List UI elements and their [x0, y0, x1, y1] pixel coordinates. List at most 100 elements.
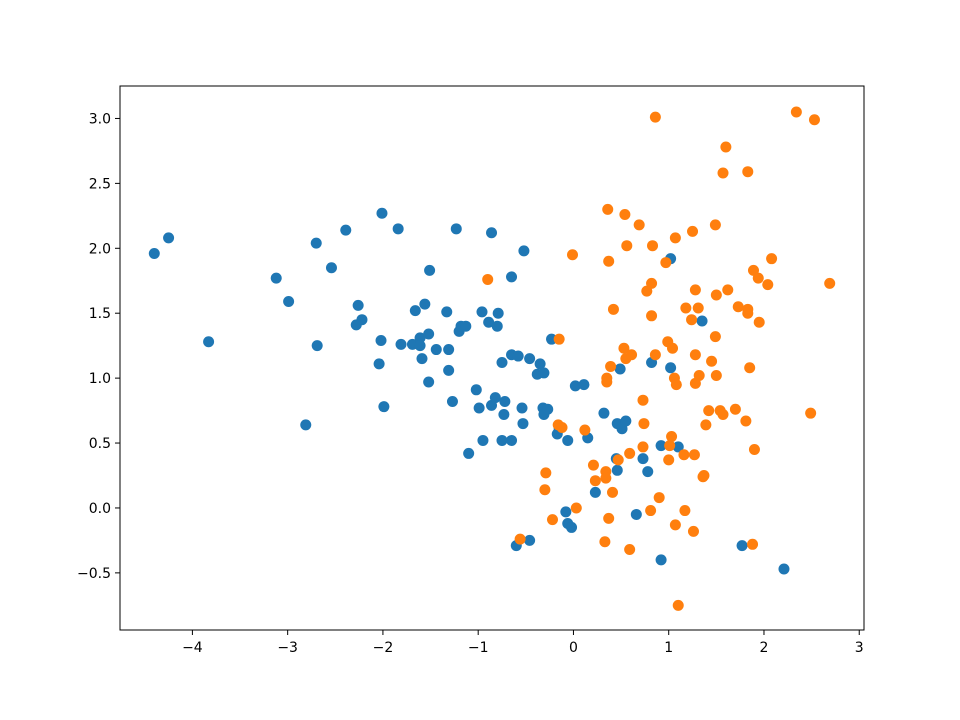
point [692, 302, 704, 314]
point [311, 340, 323, 352]
point [566, 521, 578, 533]
point [667, 342, 679, 354]
point [450, 223, 462, 235]
point [395, 338, 407, 350]
point [470, 384, 482, 396]
point [687, 525, 699, 537]
point [649, 111, 661, 123]
point [524, 353, 536, 365]
point [482, 273, 494, 285]
point [607, 486, 619, 498]
point [300, 419, 312, 431]
x-tick-label: 2 [760, 640, 769, 656]
point [679, 505, 691, 517]
point [647, 240, 659, 252]
point [670, 379, 682, 391]
point [570, 502, 582, 514]
point [655, 440, 667, 452]
point [624, 447, 636, 459]
point [748, 444, 760, 456]
point [512, 350, 524, 362]
y-tick-label: 0.0 [89, 501, 111, 517]
point [732, 301, 744, 313]
point [578, 379, 590, 391]
point [740, 415, 752, 427]
point [587, 459, 599, 471]
point [589, 475, 601, 487]
y-tick-label: 2.0 [89, 241, 111, 257]
point [736, 540, 748, 552]
point [518, 245, 530, 257]
point [524, 534, 536, 546]
point [710, 289, 722, 301]
point [666, 431, 678, 443]
point [491, 320, 503, 332]
point [325, 262, 337, 274]
y-tick-label: −0.5 [77, 566, 111, 582]
point [483, 316, 495, 328]
point [599, 536, 611, 548]
point [506, 434, 518, 446]
point [514, 533, 526, 545]
point [498, 408, 510, 420]
point [460, 320, 472, 332]
point [430, 344, 442, 356]
point [419, 298, 431, 310]
point [546, 333, 558, 345]
point [499, 395, 511, 407]
point [148, 247, 160, 259]
point [392, 223, 404, 235]
point [710, 370, 722, 382]
point [621, 240, 633, 252]
point [717, 408, 729, 420]
point [808, 114, 820, 126]
point [603, 255, 615, 267]
point [416, 353, 428, 365]
point [534, 358, 546, 370]
point [477, 434, 489, 446]
x-tick-label: 3 [855, 640, 864, 656]
point [605, 360, 617, 372]
point [443, 344, 455, 356]
point [729, 403, 741, 415]
point [742, 166, 754, 178]
point [506, 271, 518, 283]
point [753, 316, 765, 328]
point [689, 349, 701, 361]
point [516, 402, 528, 414]
point [373, 358, 385, 370]
point [283, 296, 295, 308]
point [646, 277, 658, 289]
point [717, 167, 729, 179]
point [678, 449, 690, 461]
point [646, 310, 658, 322]
point [538, 367, 550, 379]
point [601, 376, 613, 388]
x-tick-label: −3 [277, 640, 298, 656]
plot-frame [119, 85, 865, 631]
point [703, 405, 715, 417]
point [611, 464, 623, 476]
point [612, 454, 624, 466]
point [709, 331, 721, 343]
point [752, 272, 764, 284]
point [310, 237, 322, 249]
point [546, 514, 558, 526]
point [696, 315, 708, 327]
point [686, 314, 698, 326]
point [638, 418, 650, 430]
point [633, 219, 645, 231]
point [824, 277, 836, 289]
y-tick-label: 1.5 [89, 306, 111, 322]
point [709, 219, 721, 231]
point [542, 403, 554, 415]
point [619, 209, 631, 221]
point [340, 224, 352, 236]
point [706, 355, 718, 367]
point [655, 554, 667, 566]
point [637, 453, 649, 465]
point [598, 407, 610, 419]
point [778, 563, 790, 575]
point [566, 249, 578, 261]
